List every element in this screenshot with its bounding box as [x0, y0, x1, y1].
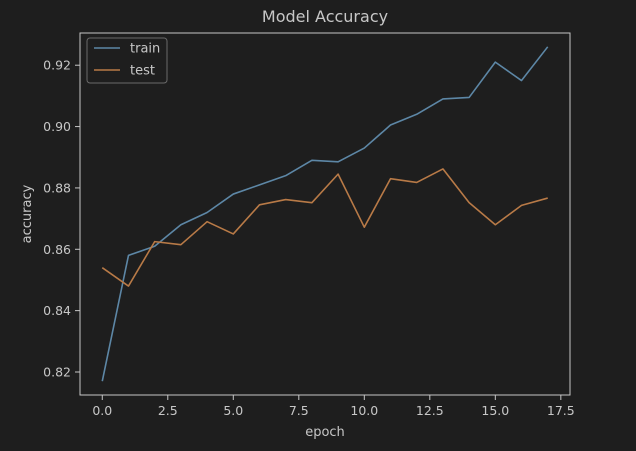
x-tick-label: 0.0 [92, 403, 112, 418]
x-tick-label: 17.5 [547, 403, 575, 418]
legend: train test [86, 37, 168, 84]
chart-title: Model Accuracy [262, 7, 388, 26]
y-tick-label: 0.90 [43, 119, 71, 134]
series-line-test [101, 168, 548, 287]
y-tick-label: 0.88 [43, 180, 71, 195]
legend-label-train: train [130, 42, 160, 57]
legend-box [86, 37, 168, 84]
x-tick-label: 10.0 [350, 403, 378, 418]
series-lines [101, 46, 549, 382]
x-tick-label: 7.5 [289, 403, 309, 418]
plot-area [79, 32, 571, 396]
y-tick-label: 0.84 [43, 303, 71, 318]
axes-frame [79, 32, 571, 396]
x-tick-label: 12.5 [416, 403, 444, 418]
legend-label-test: test [130, 64, 155, 79]
y-tick-label: 0.92 [43, 58, 71, 73]
series-line-train [101, 46, 549, 382]
y-axis: 0.82 0.84 0.86 0.88 0.90 0.92 [43, 58, 80, 379]
y-tick-label: 0.82 [43, 364, 71, 379]
x-tick-label: 5.0 [223, 403, 243, 418]
x-axis-label: epoch [305, 425, 345, 440]
x-tick-label: 2.5 [158, 403, 178, 418]
x-axis: 0.0 2.5 5.0 7.5 10.0 12.5 15.0 17.5 [92, 395, 575, 418]
y-tick-label: 0.86 [43, 242, 71, 257]
x-tick-label: 15.0 [481, 403, 509, 418]
y-axis-label: accuracy [20, 184, 35, 243]
